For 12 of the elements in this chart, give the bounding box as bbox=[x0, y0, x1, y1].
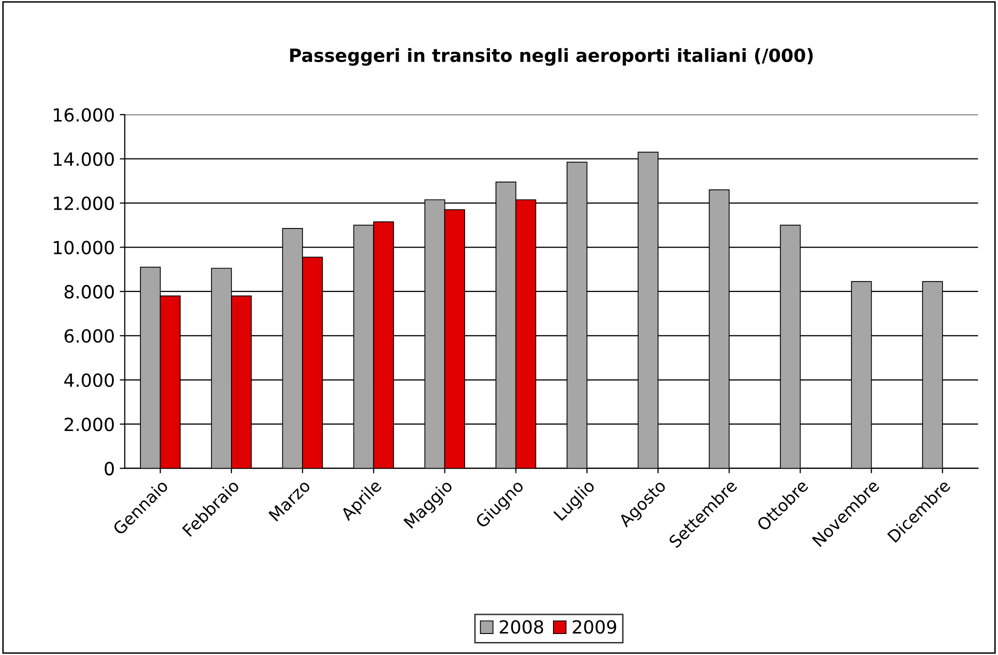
y-tick-label: 12.000 bbox=[54, 196, 114, 210]
y-tick-label: 6.000 bbox=[64, 329, 114, 343]
y-tick-label: 2.000 bbox=[64, 418, 114, 432]
y-tick-label: 8.000 bbox=[64, 284, 114, 299]
legend-label: 2008 bbox=[500, 620, 544, 634]
y-tick-label: 0 bbox=[104, 462, 114, 476]
y-tick-label: 16.000 bbox=[54, 108, 114, 122]
legend-label: 2009 bbox=[572, 620, 616, 634]
y-tick-label: 4.000 bbox=[64, 373, 114, 388]
chart-title: Passeggeri in transito negli aeroporti italiani (/000) bbox=[290, 48, 813, 66]
y-tick-label: 14.000 bbox=[54, 152, 114, 166]
y-tick-label: 10.000 bbox=[54, 240, 114, 254]
